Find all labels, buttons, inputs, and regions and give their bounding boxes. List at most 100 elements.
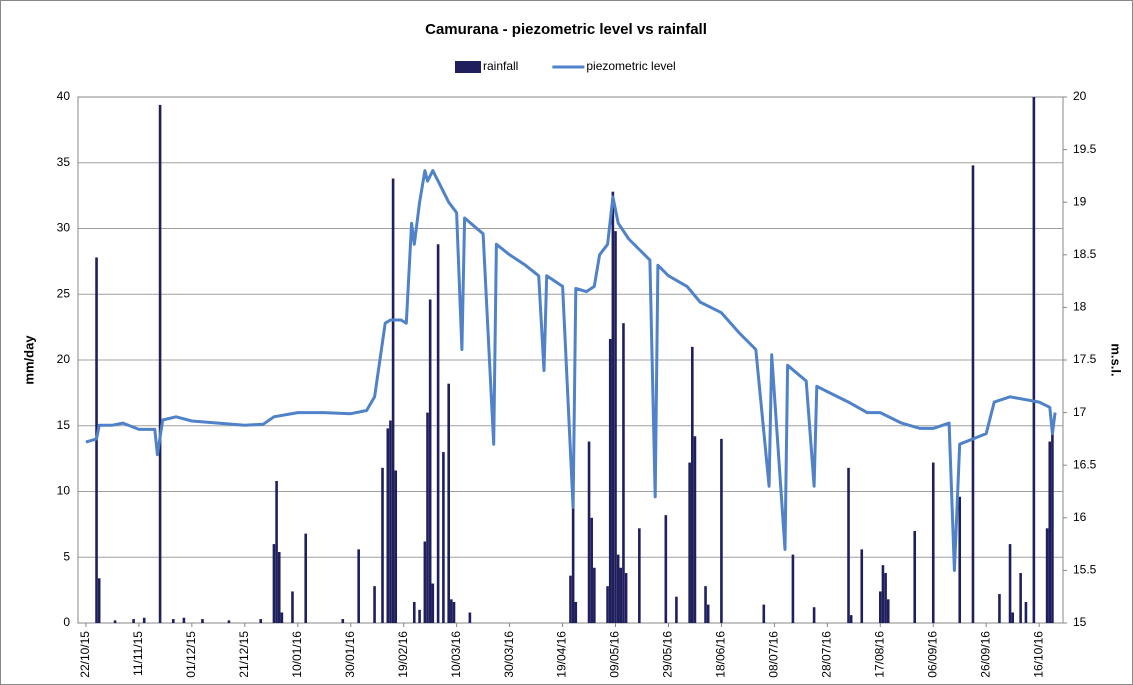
rain-bar bbox=[1019, 573, 1022, 623]
x-tick-label: 01/12/15 bbox=[184, 631, 198, 678]
rain-bar bbox=[720, 438, 723, 623]
rain-bar bbox=[847, 467, 850, 623]
x-tick-label: 29/05/16 bbox=[661, 631, 675, 678]
legend-label: rainfall bbox=[483, 59, 518, 73]
y2-tick-label: 17.5 bbox=[1073, 352, 1097, 366]
rain-bar bbox=[606, 586, 609, 623]
rain-bar bbox=[571, 494, 575, 623]
y-tick-label: 15 bbox=[57, 418, 71, 432]
y2-tick-label: 15.5 bbox=[1073, 563, 1097, 577]
rain-bar bbox=[391, 178, 395, 623]
y-tick-label: 40 bbox=[57, 89, 71, 103]
rain-bar bbox=[614, 231, 617, 623]
rain-bar bbox=[593, 567, 596, 623]
chart-title: Camurana - piezometric level vs rainfall bbox=[425, 21, 707, 38]
rain-bar bbox=[608, 338, 612, 623]
rain-bar bbox=[616, 554, 620, 623]
rain-bar bbox=[638, 528, 641, 623]
x-tick-label: 10/03/16 bbox=[449, 631, 463, 678]
rain-bar bbox=[878, 591, 882, 623]
legend-swatch bbox=[455, 61, 481, 73]
y-axis-title: mm/day bbox=[21, 335, 36, 385]
x-tick-label: 19/02/16 bbox=[396, 631, 410, 678]
rain-bar bbox=[691, 346, 694, 623]
x-tick-label: 11/11/15 bbox=[131, 631, 145, 676]
rain-bar bbox=[412, 601, 416, 623]
x-tick-label: 16/10/16 bbox=[1031, 631, 1045, 678]
rain-bar bbox=[227, 620, 231, 623]
y2-tick-label: 17 bbox=[1073, 405, 1087, 419]
rain-bar bbox=[590, 517, 593, 623]
rain-bar bbox=[693, 436, 697, 623]
rain-bar bbox=[1045, 528, 1049, 623]
rain-bar bbox=[423, 541, 427, 623]
rain-bar bbox=[1011, 612, 1014, 623]
x-tick-label: 10/01/16 bbox=[290, 631, 304, 678]
rain-bar bbox=[452, 601, 456, 623]
rain-bar bbox=[97, 578, 101, 623]
rain-bar bbox=[431, 583, 435, 623]
rain-bar bbox=[201, 619, 204, 623]
y2-tick-label: 15 bbox=[1073, 615, 1087, 629]
rain-bar bbox=[587, 441, 591, 623]
rain-bar bbox=[913, 530, 917, 623]
x-tick-label: 28/07/16 bbox=[820, 631, 834, 678]
rain-bar bbox=[304, 533, 308, 623]
y-tick-label: 25 bbox=[57, 286, 71, 300]
rain-bar bbox=[426, 412, 429, 623]
rain-bar bbox=[468, 612, 472, 623]
rain-bar bbox=[622, 323, 625, 623]
rain-bar bbox=[291, 591, 294, 623]
rain-bar bbox=[812, 607, 816, 623]
rain-bar bbox=[386, 428, 390, 623]
rain-bar bbox=[1008, 544, 1012, 623]
rain-bar bbox=[860, 549, 864, 623]
rain-bar bbox=[389, 420, 392, 623]
y-tick-label: 0 bbox=[63, 615, 70, 629]
y2-tick-label: 19.5 bbox=[1073, 142, 1097, 156]
y-tick-label: 30 bbox=[57, 221, 71, 235]
x-tick-label: 09/05/16 bbox=[608, 631, 622, 678]
x-tick-label: 18/06/16 bbox=[714, 631, 728, 678]
rain-bar bbox=[280, 612, 284, 623]
rain-bar bbox=[886, 599, 890, 623]
rain-bar bbox=[132, 619, 135, 623]
rain-bar bbox=[971, 165, 975, 623]
rain-bar bbox=[341, 619, 345, 623]
rain-bar bbox=[884, 573, 887, 623]
rain-bar bbox=[442, 452, 445, 623]
rain-bar bbox=[436, 244, 440, 623]
rain-bar bbox=[998, 594, 1001, 623]
y-tick-label: 20 bbox=[57, 352, 71, 366]
rain-bar bbox=[619, 567, 623, 623]
rain-bar bbox=[182, 617, 186, 623]
y2-tick-label: 18.5 bbox=[1073, 247, 1097, 261]
rain-bar bbox=[706, 604, 710, 623]
y2-tick-label: 19 bbox=[1073, 194, 1087, 208]
rain-bar bbox=[611, 191, 615, 623]
y2-tick-label: 20 bbox=[1073, 89, 1087, 103]
rain-bar bbox=[688, 462, 691, 623]
rain-bar bbox=[1048, 441, 1052, 623]
rain-bar bbox=[881, 565, 885, 623]
rain-bar bbox=[664, 515, 668, 623]
y2-axis-title: m.s.l. bbox=[1109, 343, 1124, 376]
legend-label: piezometric level bbox=[586, 59, 675, 73]
rain-bar bbox=[1024, 601, 1028, 623]
x-tick-label: 30/01/16 bbox=[343, 631, 357, 678]
rain-bar bbox=[450, 599, 453, 623]
rain-bar bbox=[931, 462, 935, 623]
rain-bar bbox=[762, 604, 766, 623]
y-tick-label: 35 bbox=[57, 155, 71, 169]
y-tick-label: 5 bbox=[63, 549, 70, 563]
rain-bar bbox=[704, 586, 707, 623]
rain-bar bbox=[172, 619, 175, 623]
rain-bar bbox=[373, 586, 376, 623]
rain-bar bbox=[569, 575, 572, 623]
rain-bar bbox=[849, 615, 853, 623]
x-tick-label: 26/09/16 bbox=[978, 631, 992, 678]
y2-tick-label: 18 bbox=[1073, 300, 1087, 314]
x-tick-label: 17/08/16 bbox=[872, 631, 886, 678]
rain-bar bbox=[357, 549, 360, 623]
rain-bar bbox=[142, 617, 146, 623]
